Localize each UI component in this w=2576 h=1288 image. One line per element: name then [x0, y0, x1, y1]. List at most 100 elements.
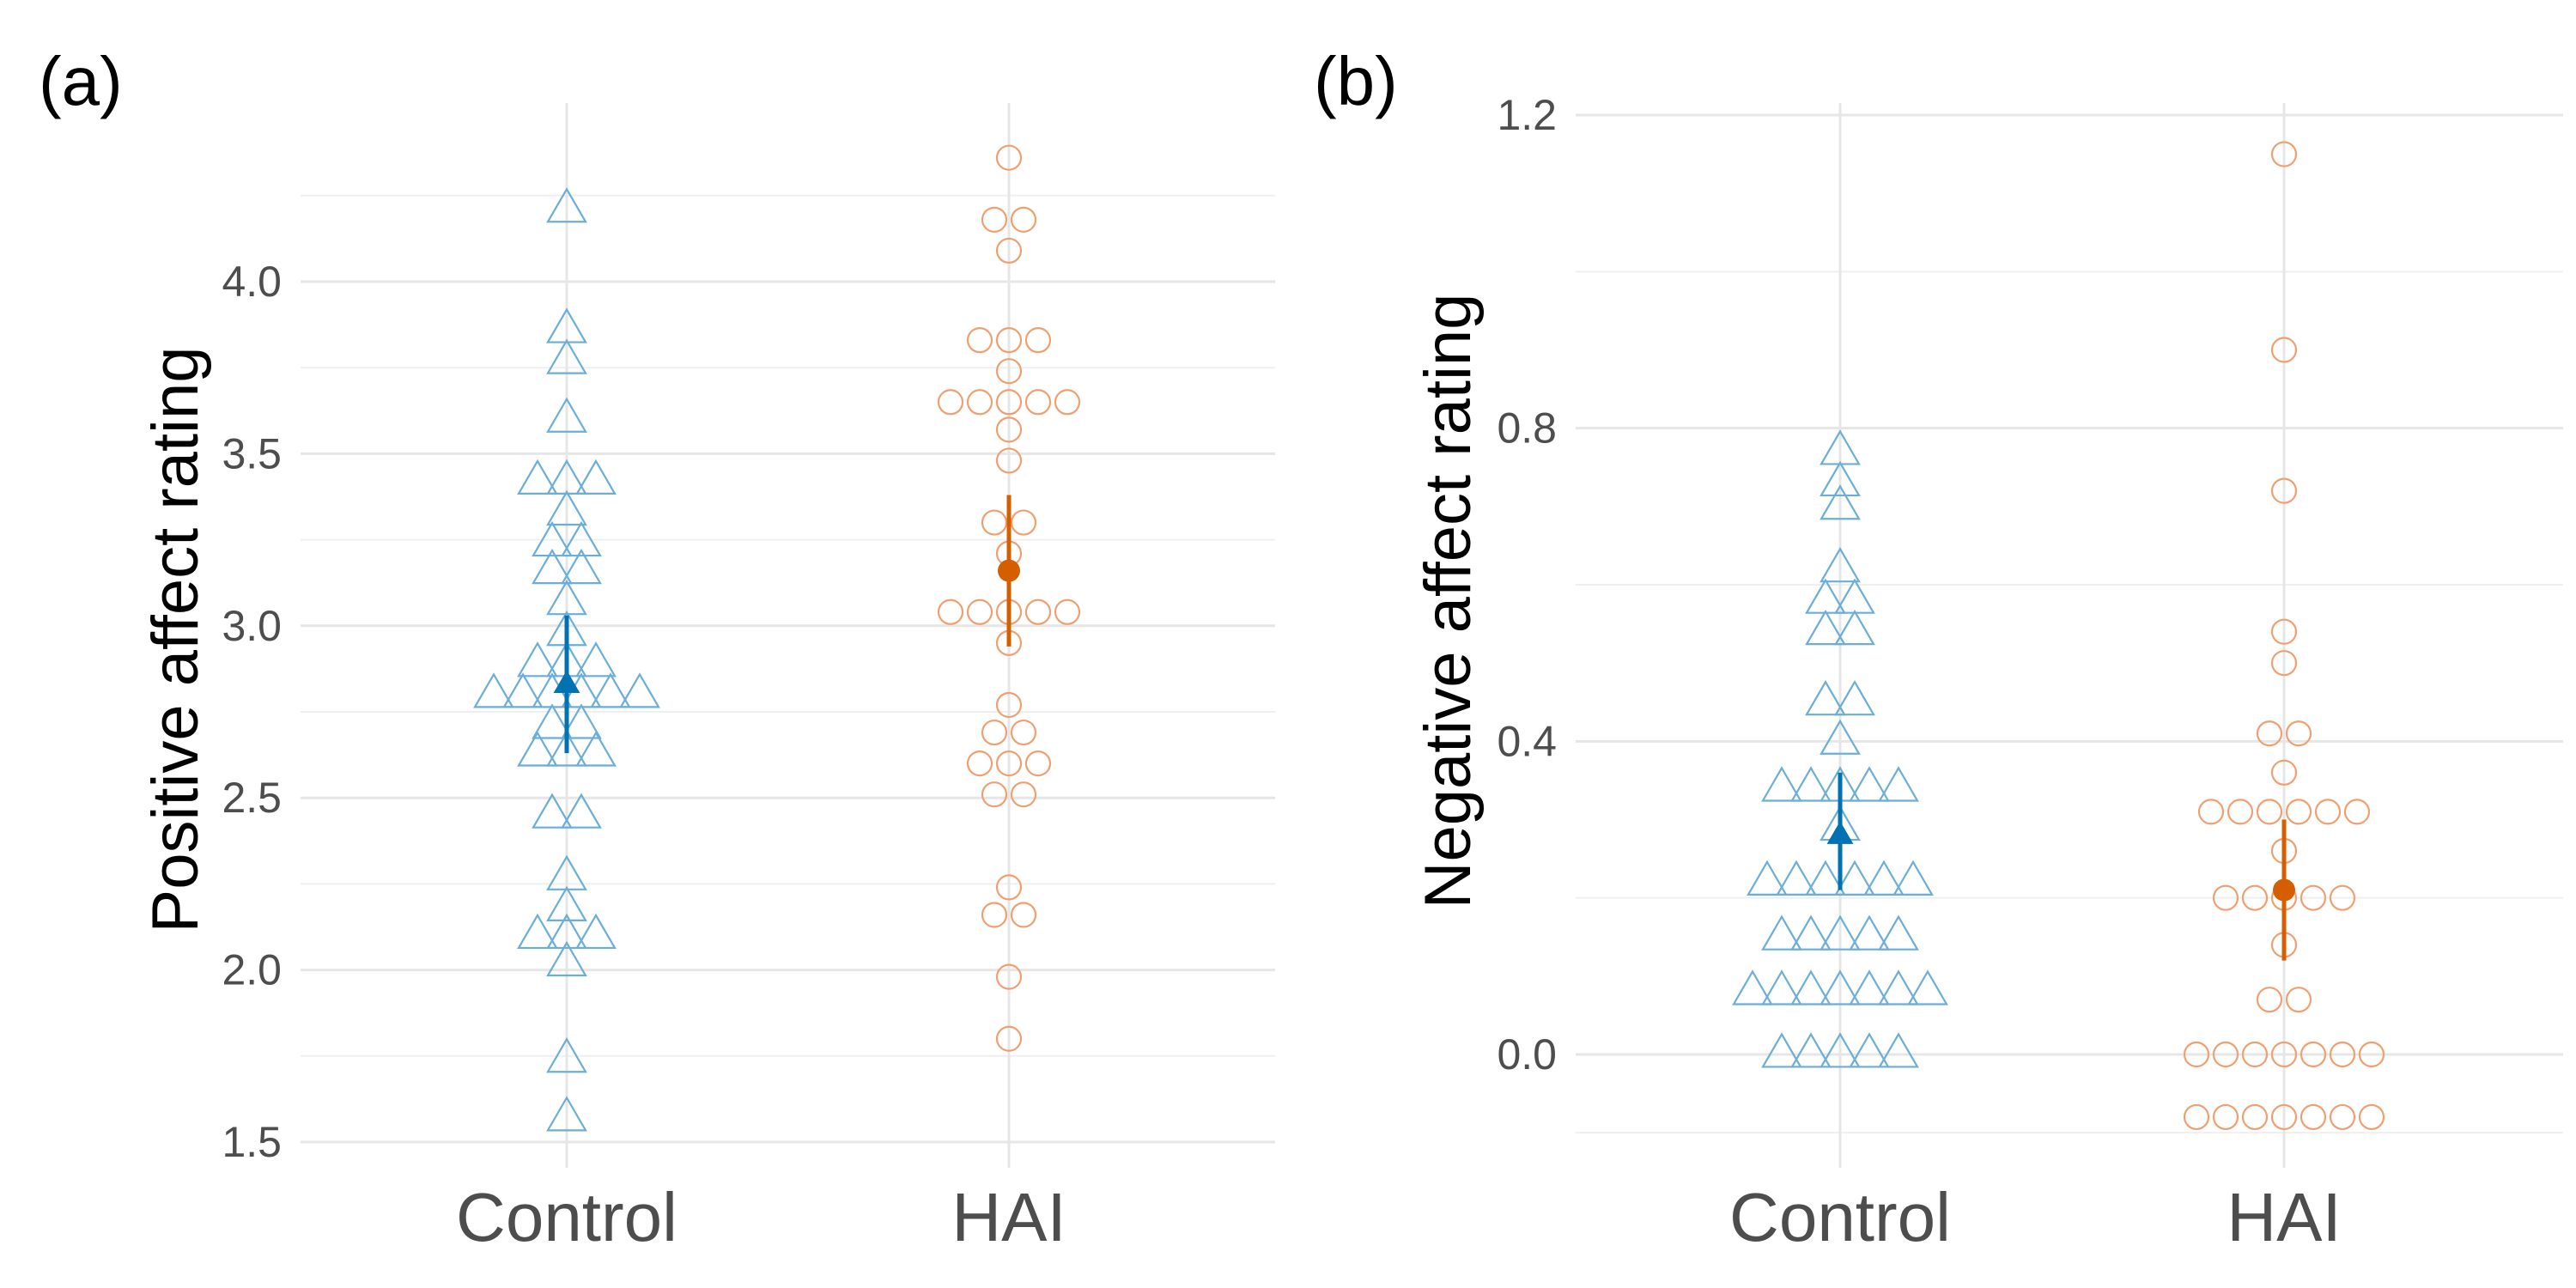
data-point — [561, 548, 602, 585]
data-point — [1849, 1032, 1890, 1068]
panel-a: (a) Positive affect rating 1.5 2.0 2.5 3.0 3… — [39, 43, 1275, 1255]
data-point — [2212, 1103, 2239, 1131]
data-point — [546, 885, 587, 921]
mean-point — [1826, 821, 1854, 844]
y-tick-label: 2.5 — [222, 774, 282, 822]
data-point — [1024, 750, 1052, 777]
data-point — [1834, 860, 1875, 896]
data-point — [2241, 884, 2269, 911]
data-point — [1761, 914, 1802, 951]
data-point — [619, 672, 660, 708]
data-point — [2183, 1041, 2210, 1068]
data-point — [1878, 1032, 1919, 1068]
data-point — [1834, 609, 1875, 646]
panel-label-a: (a) — [39, 43, 123, 119]
data-point — [2314, 799, 2342, 825]
data-point — [546, 1037, 587, 1073]
y-tick-label: 4.0 — [222, 258, 282, 306]
data-point — [2329, 1103, 2356, 1131]
data-point — [1878, 914, 1919, 951]
data-point — [2300, 1103, 2327, 1131]
series-hai — [2183, 141, 2385, 1131]
data-point — [473, 672, 514, 708]
data-point — [2270, 618, 2298, 645]
data-point — [1820, 1032, 1861, 1068]
data-point — [995, 447, 1023, 474]
data-point — [1761, 1032, 1802, 1068]
data-point — [981, 719, 1008, 746]
y-tick-label: 3.5 — [222, 429, 282, 477]
data-point — [1893, 860, 1934, 896]
data-point — [1790, 914, 1832, 951]
data-point — [2256, 987, 2283, 1013]
x-tick-label: HAI — [951, 1179, 1066, 1255]
gridlines — [301, 103, 1275, 1168]
data-point — [995, 237, 1023, 264]
data-point — [1878, 766, 1919, 802]
data-point — [2270, 1041, 2298, 1068]
data-point — [1761, 766, 1802, 802]
series-control — [473, 187, 660, 1132]
mean-point — [2273, 878, 2295, 902]
data-point — [1761, 969, 1802, 1005]
data-point — [1010, 206, 1037, 233]
data-point — [1820, 460, 1861, 497]
data-point — [1863, 860, 1905, 896]
x-tick-label: Control — [1729, 1179, 1951, 1255]
data-point — [2212, 884, 2239, 911]
data-point — [1849, 914, 1890, 951]
data-point — [1820, 484, 1861, 520]
data-point — [966, 750, 993, 777]
data-point — [532, 703, 573, 739]
data-point — [1805, 860, 1846, 896]
data-point — [995, 389, 1023, 416]
data-point — [981, 902, 1008, 928]
data-point — [517, 913, 558, 950]
data-point — [532, 520, 573, 557]
y-tick-label: 1.5 — [222, 1118, 282, 1166]
data-point — [1790, 1032, 1832, 1068]
mean-point — [553, 670, 580, 694]
series-control — [1732, 429, 1948, 1068]
data-point — [590, 672, 631, 708]
data-point — [2270, 337, 2298, 363]
data-point — [1054, 389, 1081, 416]
data-point — [2241, 1103, 2269, 1131]
data-point — [1010, 509, 1037, 536]
data-point — [966, 389, 993, 416]
y-axis-label-b: Negative affect rating — [1412, 294, 1485, 909]
data-point — [1820, 969, 1861, 1005]
data-point — [2270, 759, 2298, 786]
data-point — [546, 187, 587, 223]
data-point — [995, 358, 1023, 385]
data-point — [2343, 799, 2371, 825]
data-point — [561, 703, 602, 739]
data-point — [2241, 1041, 2269, 1068]
data-point — [517, 731, 558, 767]
data-point — [981, 781, 1008, 808]
y-tick-label: 0.4 — [1497, 717, 1557, 765]
data-point — [2300, 1041, 2327, 1068]
data-point — [2329, 1041, 2356, 1068]
data-point — [2256, 799, 2283, 825]
data-point — [2212, 1041, 2239, 1068]
data-point — [517, 459, 558, 495]
data-point — [1907, 969, 1948, 1005]
data-point — [937, 389, 964, 416]
panel-label-b: (b) — [1314, 43, 1398, 119]
data-point — [1024, 327, 1052, 354]
data-point — [2270, 477, 2298, 504]
data-point — [1010, 781, 1037, 808]
data-point — [1820, 719, 1861, 755]
data-point — [1805, 679, 1846, 716]
data-point — [561, 520, 602, 557]
data-point — [546, 940, 587, 977]
data-point — [2197, 799, 2225, 825]
data-point — [1732, 969, 1773, 1005]
series-hai — [937, 144, 1081, 1052]
data-point — [2285, 720, 2312, 747]
data-point — [2256, 720, 2283, 747]
data-point — [995, 144, 1023, 171]
data-point — [981, 206, 1008, 233]
data-point — [532, 793, 573, 829]
